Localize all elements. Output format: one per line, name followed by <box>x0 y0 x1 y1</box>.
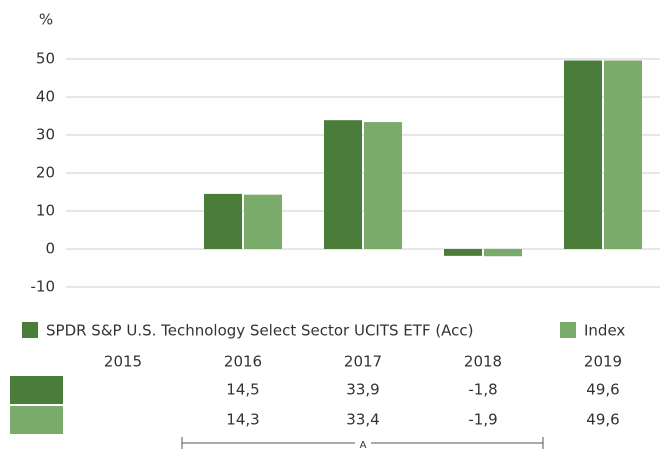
table-row-swatch <box>10 406 63 434</box>
bar <box>604 60 642 249</box>
y-tick-label: 50 <box>36 50 55 68</box>
legend-swatch <box>560 322 576 338</box>
y-axis-label: % <box>39 11 53 29</box>
bar <box>484 249 522 257</box>
y-tick-label: 30 <box>36 126 55 144</box>
table-cell: 14,5 <box>226 381 259 399</box>
table-header: 2015 <box>104 353 142 371</box>
y-tick-label: -10 <box>31 278 56 296</box>
table-cell: 33,9 <box>346 381 379 399</box>
table-header: 2019 <box>584 353 622 371</box>
y-tick-label: 20 <box>36 164 55 182</box>
table-header: 2017 <box>344 353 382 371</box>
annotation: A <box>360 440 367 450</box>
legend-swatch <box>22 322 38 338</box>
y-tick-label: 40 <box>36 88 55 106</box>
table-cell: -1,9 <box>468 411 497 429</box>
legend-label: SPDR S&P U.S. Technology Select Sector U… <box>46 322 474 340</box>
bar <box>324 120 362 250</box>
y-tick-label: 0 <box>45 240 55 258</box>
annotation-bg <box>355 436 371 450</box>
legend-label: Index <box>584 322 625 340</box>
bar <box>364 122 402 249</box>
table-row-swatch <box>10 376 63 404</box>
table-cell: 49,6 <box>586 411 619 429</box>
table-header: 2016 <box>224 353 262 371</box>
table-cell: 33,4 <box>346 411 379 429</box>
bar <box>564 60 602 249</box>
table-cell: 14,3 <box>226 411 259 429</box>
table-header: 2018 <box>464 353 502 371</box>
table-cell: -1,8 <box>468 381 497 399</box>
bar <box>244 194 282 249</box>
y-tick-label: 10 <box>36 202 55 220</box>
bar <box>204 193 242 249</box>
table-cell: 49,6 <box>586 381 619 399</box>
bar <box>444 249 482 256</box>
